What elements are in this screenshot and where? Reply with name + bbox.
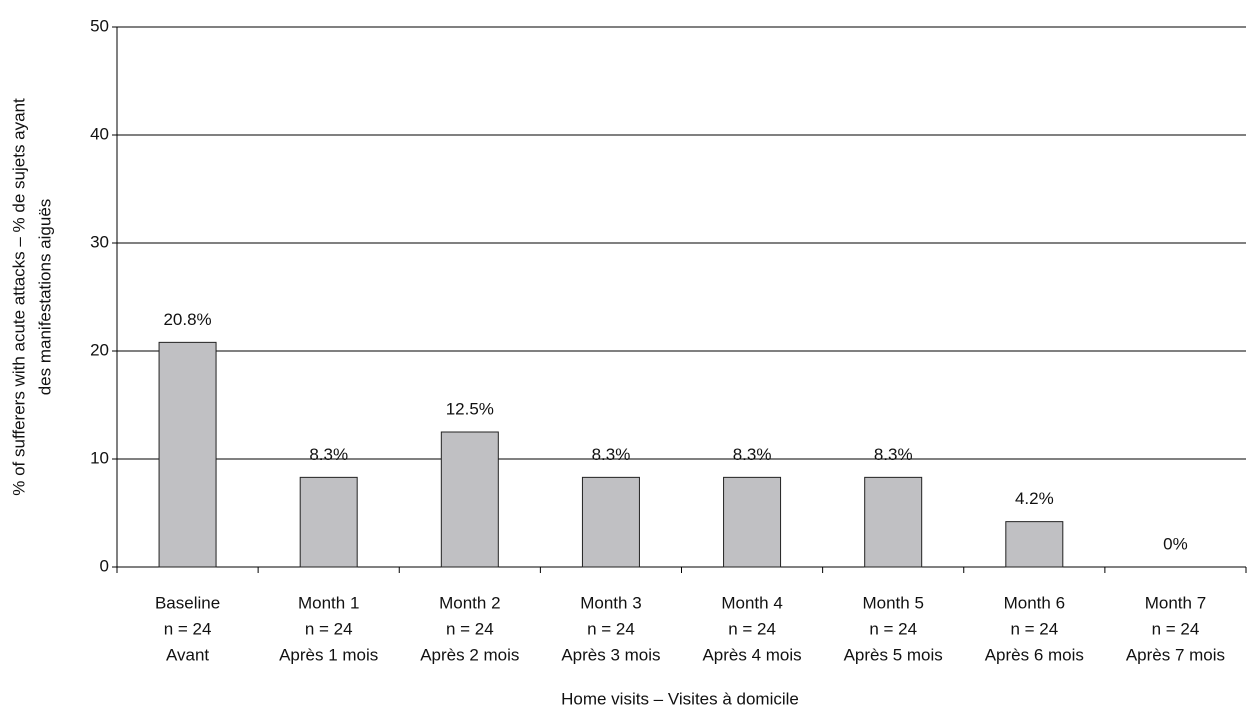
value-label: 8.3% bbox=[309, 445, 348, 464]
x-tick-label: n = 24 bbox=[587, 619, 635, 638]
y-tick-label: 30 bbox=[90, 232, 109, 251]
x-tick-label: Après 3 mois bbox=[561, 645, 660, 664]
value-label: 8.3% bbox=[592, 445, 631, 464]
y-axis-label: des manifestations aiguës bbox=[35, 199, 54, 396]
value-label: 20.8% bbox=[163, 310, 211, 329]
x-tick-label: n = 24 bbox=[305, 619, 353, 638]
x-tick-label: Month 6 bbox=[1004, 593, 1065, 612]
bar bbox=[158, 341, 217, 568]
y-tick-label: 10 bbox=[90, 448, 109, 467]
x-tick-label: n = 24 bbox=[446, 619, 494, 638]
bar bbox=[299, 476, 358, 568]
value-label: 8.3% bbox=[874, 445, 913, 464]
x-tick-label: Après 2 mois bbox=[420, 645, 519, 664]
bar bbox=[581, 476, 640, 568]
value-label: 8.3% bbox=[733, 445, 772, 464]
x-tick-label: Après 7 mois bbox=[1126, 645, 1225, 664]
y-tick-label: 20 bbox=[90, 340, 109, 359]
y-tick-label: 40 bbox=[90, 124, 109, 143]
y-axis-label: % of sufferers with acute attacks – % de… bbox=[9, 98, 28, 496]
x-tick-label: Après 4 mois bbox=[702, 645, 801, 664]
x-tick-label: n = 24 bbox=[164, 619, 212, 638]
value-label: 0% bbox=[1163, 534, 1188, 553]
x-tick-label: Après 6 mois bbox=[985, 645, 1084, 664]
bar bbox=[1005, 521, 1064, 568]
x-tick-label: Month 2 bbox=[439, 593, 500, 612]
x-axis-label: Home visits – Visites à domicile bbox=[561, 689, 799, 708]
x-tick-label: Month 5 bbox=[862, 593, 923, 612]
y-tick-label: 0 bbox=[100, 556, 109, 575]
bar bbox=[440, 431, 499, 568]
x-tick-label: Avant bbox=[166, 645, 209, 664]
x-tick-label: n = 24 bbox=[1010, 619, 1058, 638]
bar bbox=[864, 476, 923, 568]
x-tick-label: Month 7 bbox=[1145, 593, 1206, 612]
bar bbox=[723, 476, 782, 568]
x-tick-label: Baseline bbox=[155, 593, 220, 612]
y-tick-label: 50 bbox=[90, 16, 109, 35]
x-tick-label: n = 24 bbox=[728, 619, 776, 638]
value-label: 4.2% bbox=[1015, 489, 1054, 508]
x-tick-label: n = 24 bbox=[1152, 619, 1200, 638]
x-tick-label: Après 1 mois bbox=[279, 645, 378, 664]
x-tick-label: Month 4 bbox=[721, 593, 782, 612]
x-tick-label: Month 3 bbox=[580, 593, 641, 612]
x-tick-label: Month 1 bbox=[298, 593, 359, 612]
x-tick-label: Après 5 mois bbox=[844, 645, 943, 664]
value-label: 12.5% bbox=[446, 399, 494, 418]
x-tick-label: n = 24 bbox=[869, 619, 917, 638]
